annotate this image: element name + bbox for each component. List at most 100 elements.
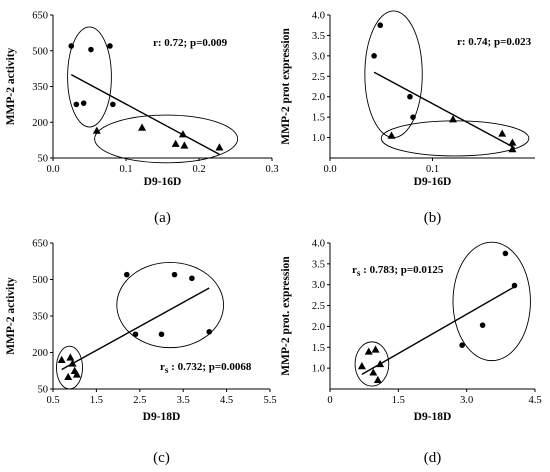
panel-label: (b) <box>424 210 442 226</box>
y-tick-label: 500 <box>32 46 48 57</box>
data-point-circle <box>123 271 130 278</box>
cluster-ellipse <box>116 262 225 349</box>
data-point-circle <box>132 331 139 338</box>
data-point-triangle <box>369 368 378 376</box>
data-point-circle <box>407 93 413 100</box>
data-point-circle <box>80 100 87 106</box>
data-point-circle <box>158 331 165 338</box>
y-tick-label: 350 <box>32 82 48 93</box>
regression-line <box>61 287 210 371</box>
y-axis-label: MMP-2 prot. expression <box>280 256 292 376</box>
x-tick-label: 5.5 <box>263 395 276 406</box>
regression-line <box>70 73 220 156</box>
data-point-circle <box>502 250 509 257</box>
x-tick-label: 1.5 <box>392 395 405 406</box>
x-axis-label: D9-18D <box>143 411 181 423</box>
x-tick-label: 0.0 <box>46 164 59 175</box>
data-point-circle <box>371 53 377 59</box>
data-point-circle <box>410 114 416 120</box>
panel-label: (d) <box>424 450 442 466</box>
y-tick-label: 200 <box>32 348 48 359</box>
data-point-triangle <box>498 129 507 137</box>
x-tick-label: 0.1 <box>119 164 132 175</box>
y-axis-label: MMP-2 activity <box>5 47 17 125</box>
panel-label: (c) <box>153 450 170 466</box>
data-point-circle <box>73 101 80 108</box>
cluster-ellipse <box>354 341 390 387</box>
correlation-annotation: r: 0.72; p=0.009 <box>153 37 228 49</box>
x-axis-label: D9-16D <box>414 176 452 188</box>
y-tick-label: 3.0 <box>312 280 325 291</box>
y-tick-label: 1.5 <box>312 113 325 124</box>
y-tick-label: 3.0 <box>312 51 325 62</box>
data-point-triangle <box>364 347 373 355</box>
y-tick-label: 650 <box>32 239 48 250</box>
cluster-ellipse <box>452 241 531 362</box>
x-tick-label: 2.5 <box>133 395 146 406</box>
data-point-triangle <box>66 353 75 361</box>
x-tick-label: 0 <box>327 395 332 406</box>
data-point-circle <box>110 101 116 108</box>
x-tick-label: 0.3 <box>265 164 278 175</box>
y-tick-label: 650 <box>32 11 48 22</box>
data-point-triangle <box>376 359 385 368</box>
data-point-circle <box>68 43 75 49</box>
data-point-circle <box>511 282 518 289</box>
x-tick-label: 4.5 <box>528 395 541 406</box>
y-tick-label: 50 <box>38 154 49 165</box>
y-axis-label: MMP-2 prot expression <box>280 28 292 145</box>
data-point-triangle <box>92 126 101 134</box>
data-point-triangle <box>72 370 81 378</box>
y-tick-label: 2.5 <box>312 301 325 312</box>
data-point-triangle <box>357 362 366 370</box>
data-point-circle <box>206 329 213 335</box>
x-tick-label: 0.5 <box>46 395 59 406</box>
data-point-circle <box>189 275 195 282</box>
y-tick-label: 4.0 <box>312 11 325 22</box>
x-tick-label: 0.2 <box>192 164 205 175</box>
y-tick-label: 200 <box>32 118 48 129</box>
data-point-triangle <box>371 345 380 353</box>
x-tick-label: 4.5 <box>220 395 233 406</box>
x-tick-label: 1.5 <box>90 395 103 406</box>
y-tick-label: 1.0 <box>312 133 325 144</box>
data-point-triangle <box>449 115 457 123</box>
data-point-triangle <box>180 141 189 149</box>
y-tick-label: 1.0 <box>312 364 325 375</box>
y-tick-label: 500 <box>32 275 48 286</box>
data-point-triangle <box>138 123 147 131</box>
cluster-ellipse <box>56 345 83 390</box>
data-point-circle <box>171 271 178 278</box>
data-point-triangle <box>508 138 517 146</box>
data-point-circle <box>377 22 384 29</box>
correlation-annotation: r: 0.74; p=0.023 <box>457 36 532 48</box>
x-axis-label: D9-16D <box>144 176 182 188</box>
data-point-triangle <box>178 130 187 138</box>
y-tick-label: 350 <box>32 312 48 323</box>
data-point-triangle <box>68 359 77 367</box>
regression-line <box>361 286 515 376</box>
data-point-triangle <box>57 355 66 363</box>
y-tick-label: 4.0 <box>312 239 325 250</box>
x-tick-label: 3.5 <box>177 395 190 406</box>
cluster-ellipse <box>67 26 112 128</box>
data-point-triangle <box>64 372 73 381</box>
cluster-ellipse <box>94 114 239 164</box>
panel-c: 50 200 350 500 650 0.5 1.5 2.5 3.5 4.5 5.5 D9-18D MM… <box>5 239 277 467</box>
y-tick-label: 3.5 <box>312 259 325 270</box>
x-axis-label: D9-18D <box>414 411 452 423</box>
panel-label: (a) <box>154 210 171 226</box>
cluster-ellipse <box>380 120 530 157</box>
data-point-triangle <box>508 145 517 153</box>
correlation-annotation: rs : 0.783; p=0.0125 <box>352 264 444 278</box>
data-point-circle <box>459 342 465 349</box>
data-point-triangle <box>215 143 224 151</box>
x-tick-label: 3.0 <box>460 395 473 406</box>
x-tick-label: 0.1 <box>426 164 439 175</box>
data-point-circle <box>107 43 113 49</box>
panel-d: 1.0 1.5 2.0 2.5 3.0 3.5 4.0 0 1.5 3.0 4.5 D9-18D MMP… <box>280 239 542 467</box>
data-point-circle <box>479 322 486 328</box>
data-point-triangle <box>373 375 382 384</box>
data-point-triangle <box>171 139 180 147</box>
